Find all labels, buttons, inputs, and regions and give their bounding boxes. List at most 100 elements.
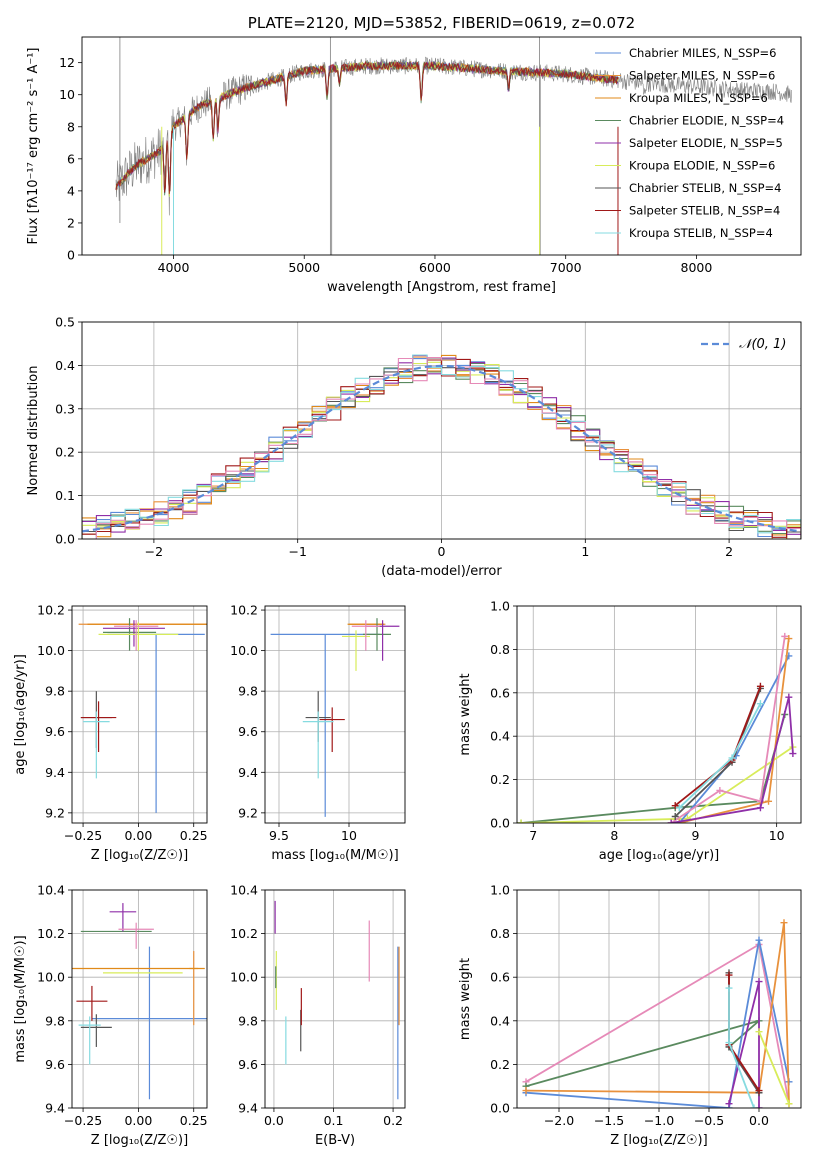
mass-weight-marker [725,984,733,992]
mass-vs-metallicity-panel: −0.25 0.00 0.25 9.4 9.6 9.8 10.0 10.2 10.4 Z [log… [13,883,208,1149]
y-tick-label: 0.4 [490,1013,510,1028]
mass-vs-extinction-panel: 0.0 0.1 0.2 9.4 9.6 9.8 10.0 10.2 10.4 E(B-V) [230,883,406,1148]
y-tick-label: 9.4 [238,765,258,780]
y-tick-label: 9.8 [238,684,258,699]
model-spectrum-line [115,60,619,196]
x-tick-label: −2.0 [544,1113,574,1128]
x-tick-label: 0.2 [383,1113,403,1128]
mass-weight-marker [671,812,679,820]
x-tick-label: 8 [610,828,618,843]
normal-distribution-curve [82,364,801,533]
y-tick-label: 0 [67,248,75,263]
y-tick-label: 10.4 [37,883,65,898]
y-tick-label: 10.0 [37,970,65,985]
y-tick-label: 9.4 [45,1101,65,1116]
x-tick-label: −0.5 [694,1113,724,1128]
x-axis-label: wavelength [Angstrom, rest frame] [327,280,556,295]
x-axis-label: (data-model)/error [381,564,502,579]
model-spectrum-line [115,60,619,196]
y-tick-label: 0.5 [55,315,75,330]
residual-histogram-series [82,357,801,539]
legend-entry: Kroupa MILES, N_SSP=6 [629,91,768,105]
mass-weight-marker [750,1104,758,1108]
mass-weight-marker [728,754,736,762]
mass-weight-line [525,922,790,1104]
mass-weight-marker [785,693,793,701]
y-tick-label: 6 [67,151,75,166]
y-tick-label: 9.4 [45,765,65,780]
axes-frame [81,321,802,540]
mass-weight-marker [667,819,675,823]
mass-weight-marker [755,936,763,944]
spectrum-panel: 4000 5000 6000 7000 8000 0 2 4 6 8 10 12 wavelength … [26,14,802,295]
legend-entry: Chabrier STELIB, N_SSP=4 [629,181,781,195]
mass-weight-marker [716,786,724,794]
y-tick-label: 1.0 [490,599,510,614]
y-tick-label: 0.8 [490,642,510,657]
mass-weight-line [728,981,760,1108]
mass-weight-marker [755,1104,763,1108]
y-tick-label: 8 [67,119,75,134]
x-tick-label: 0.25 [180,828,208,843]
mass-weight-marker [789,750,797,758]
y-tick-label: 9.2 [238,805,258,820]
legend-entry: Kroupa STELIB, N_SSP=4 [629,226,773,240]
axes-frame [71,605,208,824]
mass-weight-marker [725,971,733,979]
y-tick-label: 10.2 [230,603,258,618]
x-tick-label: 1 [581,544,589,559]
x-tick-label: 8000 [681,260,713,275]
mass-weight-marker [756,804,764,812]
y-tick-label: 9.6 [45,1057,65,1072]
mass-weight-vs-metallicity-panel: −2.0 −1.5 −1.0 −0.5 0.0 0.0 0.2 0.4 0.6 0.8 1.0 Z [… [458,883,802,1148]
x-tick-label: 9.5 [269,828,289,843]
y-tick-label: 9.6 [45,724,65,739]
y-axis-label: Normed distribution [26,366,41,496]
y-tick-label: 9.8 [238,1013,258,1028]
mass-weight-marker [781,632,789,640]
model-spectrum-line [115,60,619,195]
legend-entry: Chabrier MILES, N_SSP=6 [629,46,776,60]
y-tick-label: 9.6 [238,1057,258,1072]
mass-weight-marker [756,700,764,708]
legend-entry: Kroupa ELODIE, N_SSP=6 [629,159,775,173]
x-tick-label: 0.1 [324,1113,344,1128]
y-tick-label: 0.6 [490,685,510,700]
mass-weight-line [525,1019,760,1088]
y-tick-label: 9.8 [45,1013,65,1028]
x-tick-label: 7000 [550,260,582,275]
age-vs-mass-panel: 9.5 10 9.2 9.4 9.6 9.8 10.0 10.2 mass [log₁₀(M/M… [230,603,406,863]
model-spectrum-line [115,60,619,194]
y-axis-label: mass [log₁₀(M/M☉)] [13,935,28,1062]
x-tick-label: −0.25 [64,1113,102,1128]
y-tick-label: 0.1 [55,488,75,503]
mass-weight-marker [755,978,763,986]
y-tick-label: 10 [59,87,75,102]
y-tick-label: 0.2 [55,445,75,460]
x-tick-label: −0.25 [64,828,102,843]
x-tick-label: 0.00 [124,1113,152,1128]
x-tick-label: −2 [145,544,163,559]
y-tick-label: 10.2 [230,926,258,941]
x-tick-label: −1.0 [644,1113,674,1128]
model-spectrum-line [115,60,619,197]
mass-weight-marker [785,635,793,643]
y-tick-label: 0.2 [490,772,510,787]
model-spectrum-line [115,60,619,192]
observed-spectrum-line [115,56,792,216]
x-axis-label: Z [log₁₀(Z/Z☉)] [610,1133,707,1148]
mass-weight-line [758,1031,790,1104]
y-tick-label: 10.2 [37,926,65,941]
y-tick-label: 0.4 [55,358,75,373]
mass-weight-marker [755,1087,763,1095]
mass-weight-line [674,685,762,807]
y-tick-label: 0.0 [55,532,75,547]
mass-weight-marker [780,919,788,927]
x-tick-label: 0.00 [124,828,152,843]
y-tick-label: 10.4 [230,883,258,898]
axes-frame [264,889,406,1109]
y-tick-label: 10.2 [37,603,65,618]
y-tick-label: 2 [67,215,75,230]
y-tick-label: 9.6 [238,724,258,739]
y-axis-label: mass weight [458,958,473,1040]
